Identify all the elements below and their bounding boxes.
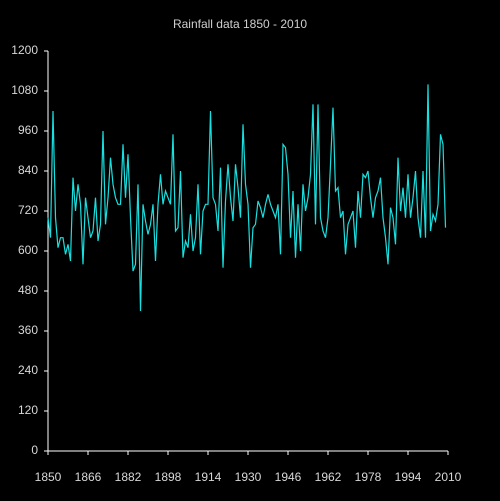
x-tick-label: 2010 [435, 470, 462, 484]
x-tick-label: 1994 [395, 470, 422, 484]
x-tick-label: 1866 [75, 470, 102, 484]
x-tick-label: 1930 [235, 470, 262, 484]
x-tick-label: 1882 [115, 470, 142, 484]
x-tick-label: 1850 [35, 470, 62, 484]
chart-title: Rainfall data 1850 - 2010 [173, 17, 307, 31]
y-tick-label: 960 [18, 123, 38, 137]
x-tick-label: 1962 [315, 470, 342, 484]
x-tick-label: 1946 [275, 470, 302, 484]
y-tick-label: 360 [18, 323, 38, 337]
x-tick-label: 1978 [355, 470, 382, 484]
data-line [47, 84, 447, 312]
y-tick-label: 0 [31, 443, 38, 457]
y-tick-label: 480 [18, 283, 38, 297]
y-tick-label: 600 [18, 243, 38, 257]
x-tick-label: 1898 [155, 470, 182, 484]
y-tick-label: 240 [18, 363, 38, 377]
y-tick-label: 720 [18, 203, 38, 217]
y-tick-label: 1200 [11, 43, 38, 57]
y-tick-label: 840 [18, 163, 38, 177]
y-tick-label: 1080 [11, 83, 38, 97]
x-tick-label: 1914 [195, 470, 222, 484]
y-tick-label: 120 [18, 403, 38, 417]
